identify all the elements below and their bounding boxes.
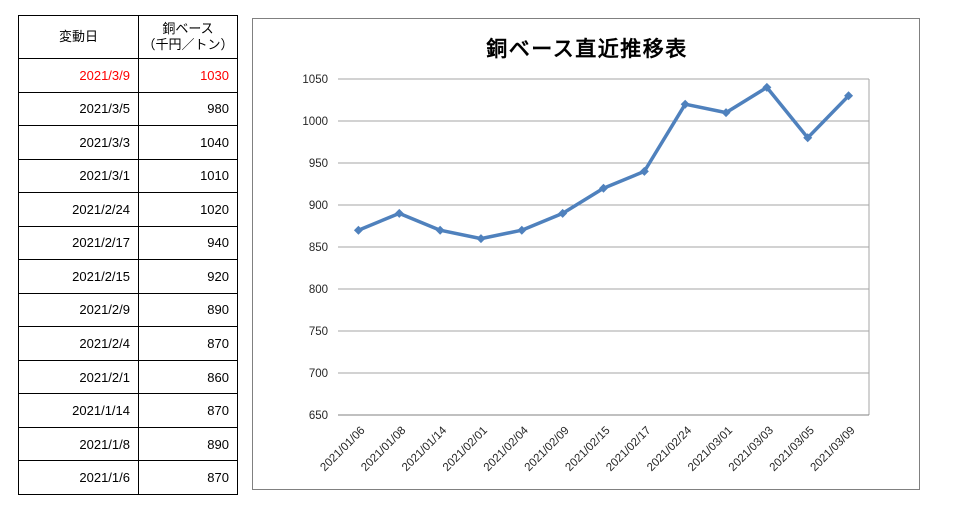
data-point-marker [558,208,568,218]
data-point-marker [435,225,445,235]
date-cell[interactable]: 2021/1/8 [18,426,139,462]
date-cell[interactable]: 2021/3/1 [18,158,139,194]
y-axis-tick-label: 650 [309,410,328,422]
data-point-marker [680,99,690,109]
data-point-marker [844,91,854,101]
date-cell[interactable]: 2021/3/5 [18,91,139,127]
data-point-marker [721,108,731,118]
data-point-marker [803,133,813,143]
table-row: 2021/1/6 870 [18,460,238,495]
data-table: 変動日 銅ベース （千円／トン） 2021/3/9 1030 2021/3/5 980… [18,15,238,495]
data-point-marker [476,234,486,244]
table-row: 2021/3/1 1010 [18,158,238,194]
value-cell[interactable]: 870 [138,326,238,361]
date-cell[interactable]: 2021/2/15 [18,259,139,294]
table-row: 2021/1/14 870 [18,393,238,428]
data-point-marker [517,225,527,235]
table-row: 2021/2/4 870 [18,326,238,361]
y-axis-tick-label: 850 [309,242,328,254]
y-axis-tick-label: 800 [309,284,328,296]
value-cell[interactable]: 870 [138,393,238,428]
table-row: 2021/2/9 890 [18,292,238,328]
x-axis-tick-label: 2021/03/09 [809,425,858,474]
col-header-value: 銅ベース （千円／トン） [138,15,238,59]
chart-area[interactable]: 銅ベース直近推移表 650 700 750 800 850 900 950 1000 1050 20… [252,18,920,490]
value-cell[interactable]: 890 [138,426,238,462]
date-cell[interactable]: 2021/2/4 [18,326,139,361]
date-cell[interactable]: 2021/3/9 [18,58,139,93]
y-axis-tick-label: 750 [309,326,328,338]
y-axis-tick-label: 900 [309,200,328,212]
date-cell[interactable]: 2021/2/9 [18,292,139,328]
value-cell[interactable]: 980 [138,91,238,127]
table-header-row: 変動日 銅ベース （千円／トン） [18,15,238,59]
value-cell[interactable]: 1010 [138,158,238,194]
date-cell[interactable]: 2021/2/17 [18,225,139,261]
value-cell[interactable]: 860 [138,359,238,395]
y-axis-tick-label: 950 [309,158,328,170]
date-cell[interactable]: 2021/1/6 [18,460,139,495]
value-cell[interactable]: 1020 [138,192,238,227]
date-cell[interactable]: 2021/2/24 [18,192,139,227]
table-row: 2021/1/8 890 [18,426,238,462]
col-header-date: 変動日 [18,15,139,59]
data-point-marker [762,82,772,92]
table-row: 2021/2/24 1020 [18,192,238,227]
value-cell[interactable]: 890 [138,292,238,328]
date-cell[interactable]: 2021/2/1 [18,359,139,395]
y-axis-tick-label: 1050 [302,74,328,86]
line-chart: 銅ベース直近推移表 650 700 750 800 850 900 950 1000 1050 20… [302,37,870,474]
table-row: 2021/3/9 1030 [18,58,238,93]
value-cell[interactable]: 1030 [138,58,238,93]
date-cell[interactable]: 2021/3/3 [18,125,139,160]
table-row: 2021/3/3 1040 [18,125,238,160]
data-point-marker [394,208,404,218]
table-body: 2021/3/9 1030 2021/3/5 980 2021/3/3 1040 2021/… [18,58,238,495]
date-cell[interactable]: 2021/1/14 [18,393,139,428]
data-point-marker [353,225,363,235]
y-axis-tick-label: 1000 [302,116,328,128]
table-row: 2021/3/5 980 [18,91,238,127]
y-axis-tick-label: 700 [309,368,328,380]
table-row: 2021/2/17 940 [18,225,238,261]
data-point-marker [599,183,608,193]
value-cell[interactable]: 1040 [138,125,238,160]
value-cell[interactable]: 940 [138,225,238,261]
value-cell[interactable]: 920 [138,259,238,294]
table-row: 2021/2/15 920 [18,259,238,294]
data-point-marker [639,166,649,176]
value-cell[interactable]: 870 [138,460,238,495]
chart-title: 銅ベース直近推移表 [486,37,687,61]
table-row: 2021/2/1 860 [18,359,238,395]
